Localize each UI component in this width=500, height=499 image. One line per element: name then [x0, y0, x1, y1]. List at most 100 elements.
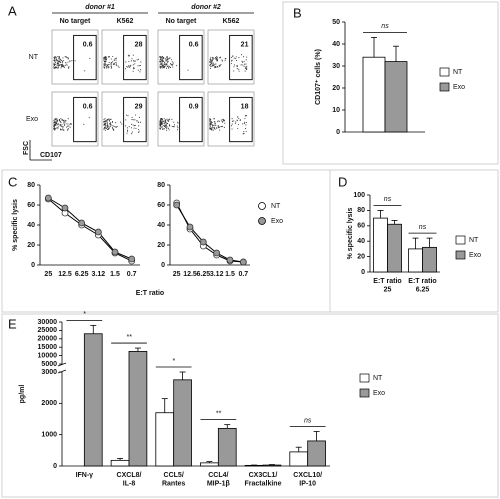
y-tick-label: 0 — [361, 269, 365, 276]
event-dot — [139, 121, 142, 123]
significance-label: ns — [381, 23, 389, 30]
event-dot — [159, 125, 161, 127]
condition-label: K562 — [223, 18, 240, 25]
event-dot — [209, 127, 211, 130]
event-dot — [132, 70, 134, 72]
event-dot — [213, 64, 215, 66]
event-dot — [59, 121, 62, 123]
event-dot — [219, 65, 221, 67]
event-dot — [210, 63, 212, 65]
event-dot — [132, 124, 134, 126]
event-dot — [106, 128, 109, 131]
event-dot — [211, 129, 213, 131]
event-dot — [241, 60, 243, 62]
event-dot — [209, 127, 211, 129]
event-dot — [218, 126, 221, 128]
event-dot — [244, 127, 247, 130]
marker — [44, 194, 52, 202]
event-dot — [240, 64, 242, 66]
event-dot — [209, 121, 211, 123]
event-dot — [243, 132, 245, 134]
x-tick-label: CCL5/Rantes — [162, 472, 185, 487]
event-dot — [219, 65, 221, 68]
row-label: Exo — [26, 116, 38, 123]
event-dot — [213, 118, 215, 120]
y-tick-label: 40 — [27, 222, 35, 229]
condition-label: No target — [166, 18, 197, 25]
bar — [128, 350, 148, 467]
y-tick-label: 0 — [53, 463, 57, 470]
event-dot — [109, 123, 111, 125]
event-dot — [221, 125, 223, 127]
event-dot — [236, 60, 238, 62]
event-dot — [107, 122, 109, 124]
line — [176, 202, 244, 263]
y-axis-label: % specific lysis — [12, 199, 19, 251]
event-dot — [63, 124, 65, 126]
event-dot — [131, 133, 133, 135]
significance-label: * — [83, 311, 86, 318]
event-dot — [131, 119, 133, 121]
event-dot — [163, 118, 165, 120]
event-dot — [165, 124, 167, 126]
event-dot — [159, 65, 161, 67]
event-dot — [63, 122, 65, 124]
event-dot — [67, 58, 69, 60]
y-tick-label: 100 — [353, 192, 365, 199]
event-dot — [111, 127, 113, 129]
event-dot — [239, 119, 241, 121]
event-dot — [62, 64, 64, 66]
event-dot — [167, 61, 169, 63]
event-dot — [131, 58, 133, 60]
event-dot — [159, 63, 161, 65]
bar — [387, 223, 402, 273]
event-dot — [60, 64, 62, 66]
event-dot — [242, 123, 244, 125]
gate-value: 0.9 — [189, 103, 199, 110]
event-dot — [231, 63, 233, 65]
marker — [199, 238, 207, 246]
event-dot — [235, 58, 237, 60]
marker — [226, 256, 234, 264]
event-dot — [134, 114, 137, 116]
event-dot — [58, 123, 60, 125]
event-dot — [57, 65, 59, 67]
event-dot — [103, 121, 105, 123]
significance-label: ns — [304, 417, 312, 424]
event-dot — [243, 65, 245, 67]
event-dot — [62, 129, 65, 131]
event-dot — [55, 57, 57, 59]
event-dot — [62, 57, 64, 59]
event-dot — [164, 61, 166, 63]
panel-frame — [282, 1, 499, 165]
event-dot — [133, 67, 135, 69]
event-dot — [222, 118, 224, 120]
y-tick-label: 1000 — [41, 432, 57, 439]
event-dot — [60, 58, 62, 60]
y-tick-label: 2000 — [41, 400, 57, 407]
event-dot — [127, 115, 129, 117]
gate-value: 0.6 — [83, 103, 93, 110]
gate — [179, 34, 203, 81]
marker — [94, 228, 102, 236]
event-dot — [134, 63, 136, 65]
event-dot — [212, 64, 214, 66]
bar — [362, 56, 386, 133]
x-tick-label: 6.25 — [75, 271, 89, 278]
event-dot — [243, 131, 245, 133]
event-dot — [244, 67, 247, 69]
event-dot — [172, 62, 174, 64]
event-dot — [241, 54, 243, 56]
significance-label: * — [172, 358, 175, 365]
event-dot — [231, 59, 233, 61]
event-dot — [159, 56, 161, 58]
event-dot — [177, 127, 179, 129]
event-dot — [160, 121, 162, 123]
legend-marker — [258, 217, 266, 225]
event-dot — [159, 128, 161, 130]
event-dot — [53, 126, 55, 128]
event-dot — [231, 118, 233, 120]
event-dot — [162, 124, 164, 127]
event-dot — [238, 117, 240, 120]
